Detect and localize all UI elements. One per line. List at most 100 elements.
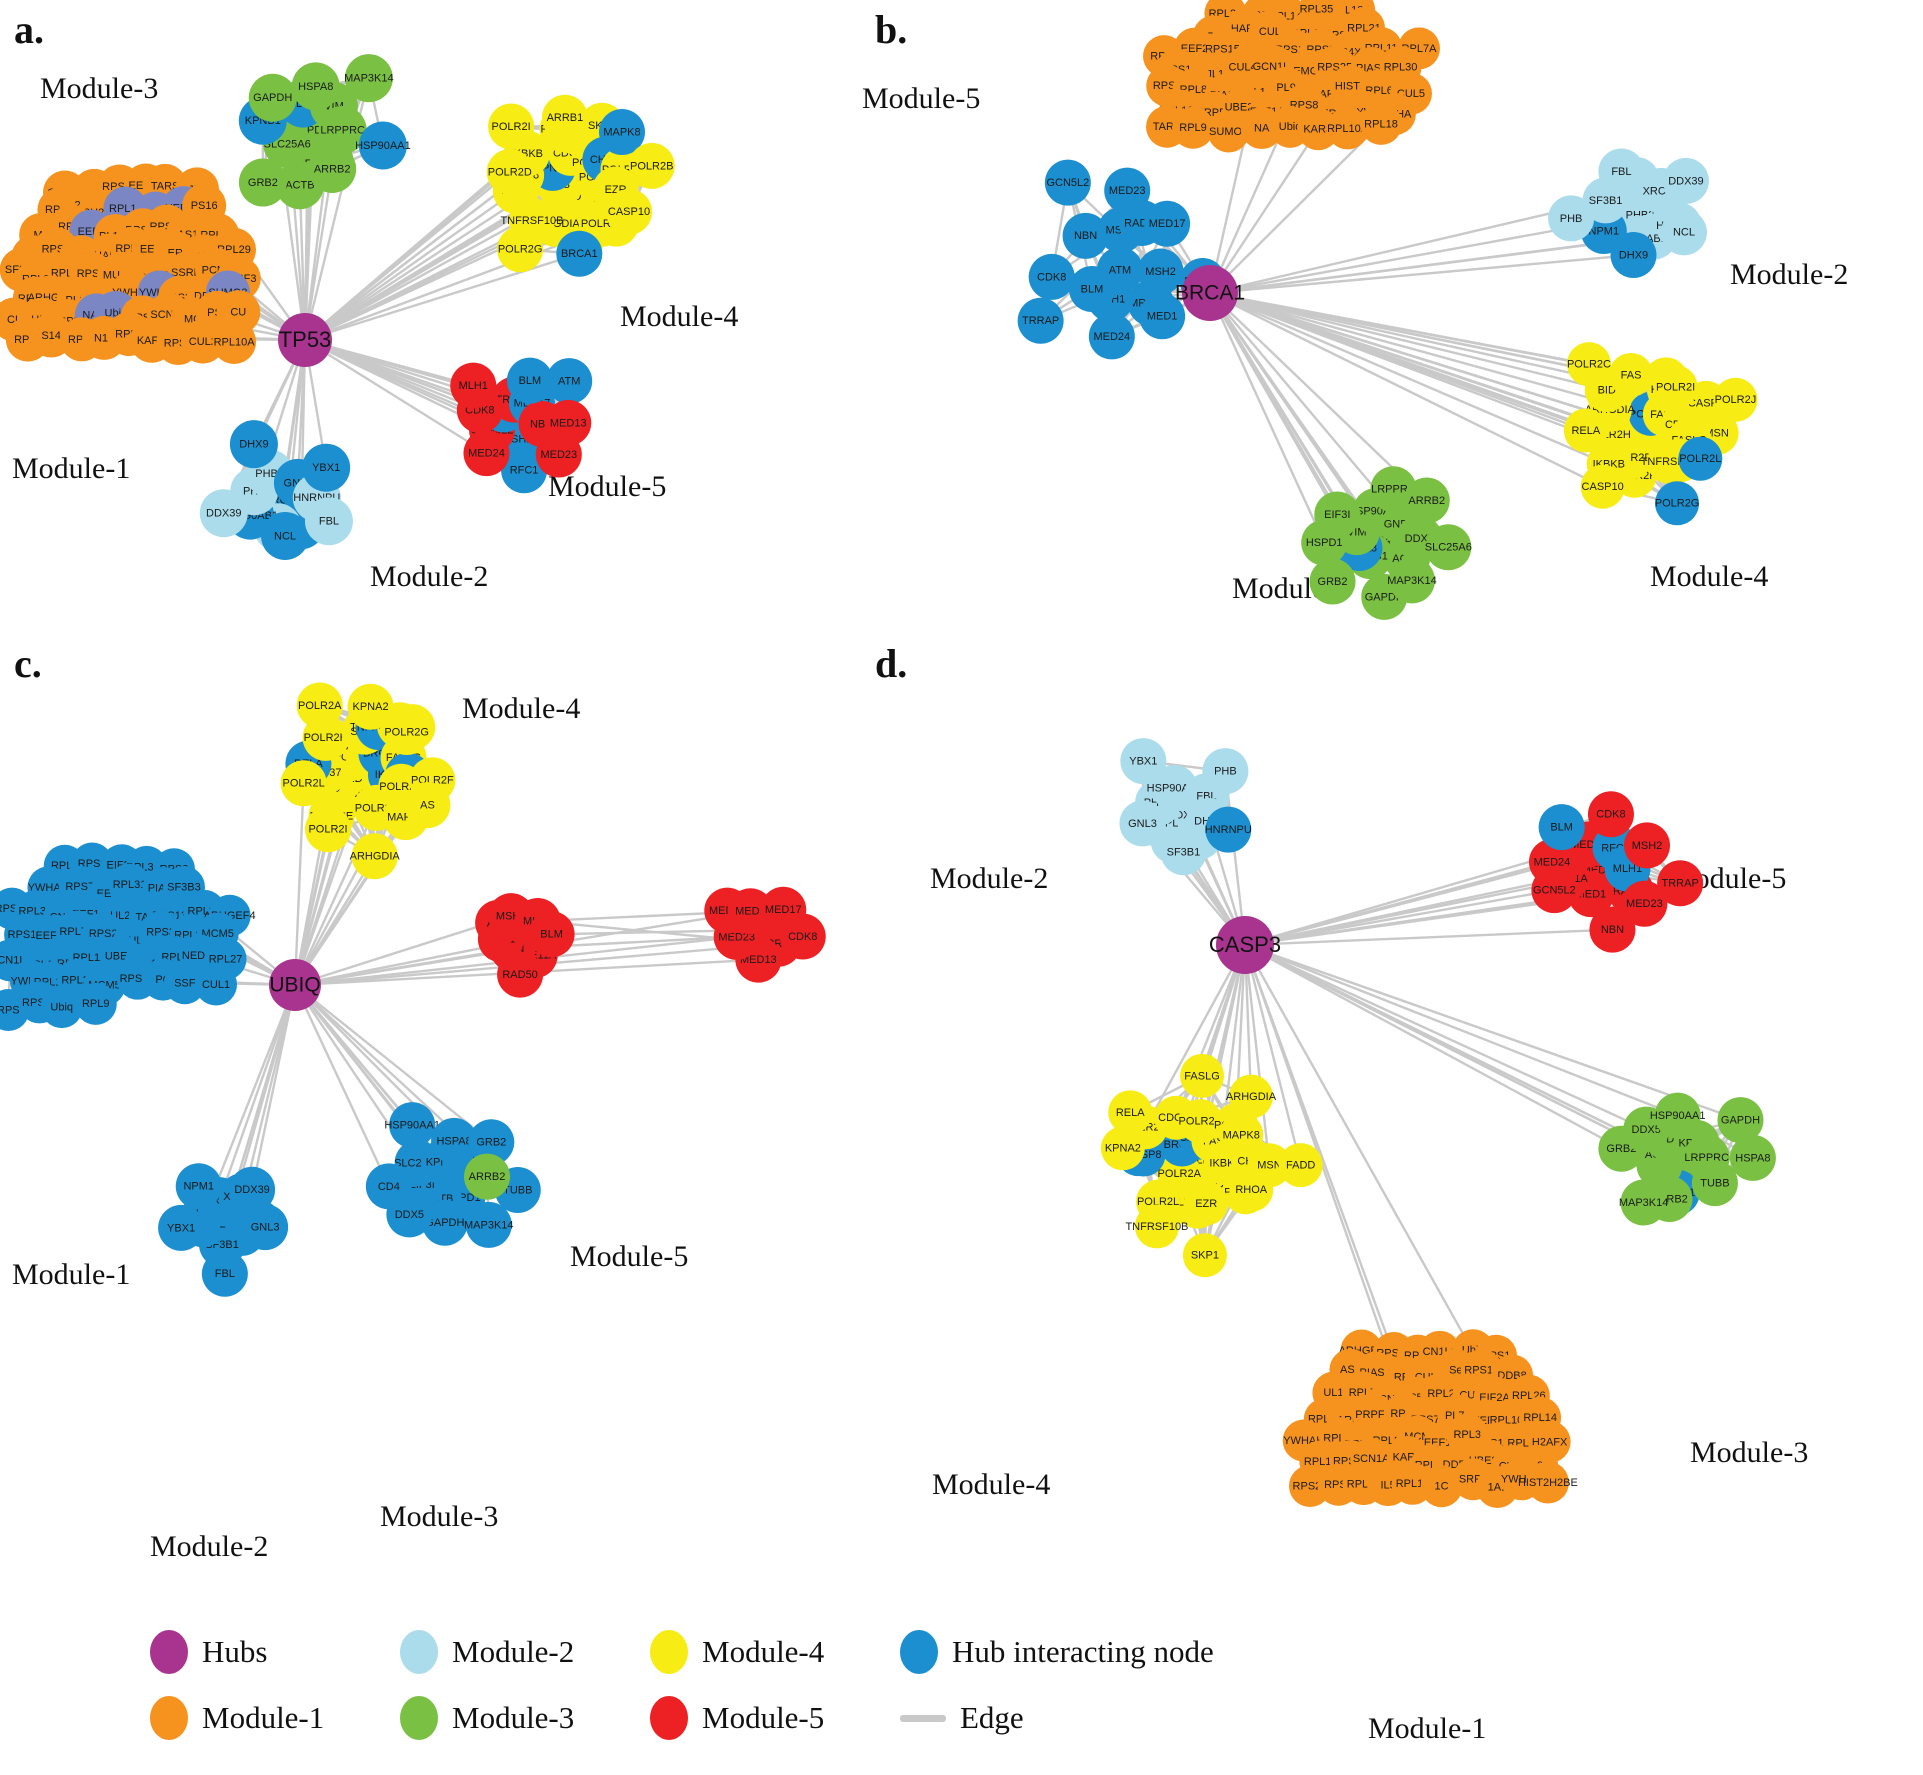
network-node[interactable]: POLR2A	[296, 682, 343, 729]
network-node[interactable]: POLR2I	[1653, 365, 1698, 410]
network-node[interactable]: POLR2D	[486, 148, 533, 195]
network-node[interactable]: RELA	[1563, 408, 1608, 453]
network-node[interactable]: GNL3	[242, 1204, 289, 1251]
network-node[interactable]: POLR2B	[628, 142, 675, 189]
panel-a-network: CD4HSPD1GNB2L1EIF3ISLC25A6TUBBDDX5VIMLRP…	[0, 54, 675, 560]
network-node[interactable]: POLR2G	[1655, 481, 1700, 526]
network-node[interactable]: GCN5L2	[1044, 159, 1091, 206]
network-node[interactable]: HSPA8	[1729, 1134, 1776, 1181]
hub-spoke	[1209, 199, 1606, 295]
network-node[interactable]: CDK8	[779, 913, 826, 960]
network-node[interactable]: CASP10	[1580, 464, 1625, 509]
legend-label-edge: Edge	[960, 1700, 1024, 1735]
network-node[interactable]: RELA	[1108, 1090, 1153, 1135]
panel-d-network: NCLDDX39NPM1XRCC6HNRNPLPHB2HSP90AB1FBLDH…	[1100, 738, 1776, 1509]
network-node[interactable]: GNL3	[1119, 800, 1166, 847]
network-node[interactable]: ARRB2	[308, 144, 357, 193]
network-node[interactable]: ARRB2	[1403, 477, 1450, 524]
network-node[interactable]: GRB2	[1309, 558, 1356, 605]
network-node[interactable]: RAD50	[497, 951, 544, 998]
legend-swatch-module5	[650, 1696, 688, 1740]
network-node[interactable]: DHX9	[1610, 232, 1657, 279]
hub-node[interactable]: UBIQ	[269, 959, 321, 1011]
network-node[interactable]: BLM	[1068, 266, 1115, 313]
network-node[interactable]: YBX1	[158, 1204, 205, 1251]
network-node[interactable]: NCL	[261, 511, 310, 560]
network-node[interactable]: MED24	[463, 430, 510, 477]
network-node[interactable]: NCL	[1660, 209, 1707, 256]
hub-spoke	[1244, 928, 1613, 947]
legend-swatch-hub-interacting-node	[900, 1630, 938, 1674]
network-node[interactable]: YBX1	[302, 443, 351, 492]
hub-label: TP53	[279, 327, 332, 352]
network-node[interactable]: MLH1	[450, 362, 497, 409]
network-node[interactable]: EZR	[1184, 1181, 1229, 1226]
network-node[interactable]: FBL	[201, 1250, 248, 1297]
hub-spoke	[1208, 292, 1326, 544]
network-node[interactable]: MED17	[1144, 200, 1191, 247]
network-node[interactable]: FBL	[1598, 148, 1645, 195]
network-node[interactable]: BLM	[1538, 804, 1585, 851]
network-node[interactable]: TUBB	[1691, 1160, 1738, 1207]
network-node[interactable]: BRCA1	[556, 230, 603, 277]
network-node[interactable]: RPL9	[74, 982, 117, 1025]
network-node[interactable]: YBX1	[1120, 738, 1167, 785]
network-node[interactable]: SF3B1	[1160, 829, 1207, 876]
network-node[interactable]: POLR2L	[1678, 436, 1723, 481]
network-node[interactable]: PHB	[1548, 195, 1595, 242]
network-node[interactable]: EIF3I	[1314, 491, 1361, 538]
network-node[interactable]: GRB2	[238, 158, 287, 207]
network-node[interactable]: SKP1	[1182, 1233, 1227, 1278]
network-node[interactable]: RPL10A	[212, 319, 257, 364]
network-node[interactable]: RPL18	[1360, 102, 1403, 145]
legend: Hubs Module-2 Module-4 Hub interacting n…	[150, 1630, 1400, 1762]
network-node[interactable]: POLR2C	[1567, 342, 1611, 387]
legend-item-module3: Module-3	[400, 1696, 650, 1740]
hub-node[interactable]: CASP3	[1209, 916, 1281, 974]
network-node[interactable]: DDX39	[199, 489, 248, 538]
network-node[interactable]: ARRB2	[464, 1153, 511, 1200]
network-node[interactable]: BLM	[506, 357, 553, 404]
network-node[interactable]: MED24	[1088, 313, 1135, 360]
network-node[interactable]: BLM	[528, 911, 575, 958]
network-node[interactable]: PHB	[1202, 748, 1249, 795]
network-node[interactable]: POLR2G	[497, 226, 544, 273]
network-node[interactable]: POLR2I	[488, 103, 535, 150]
network-node[interactable]: POLR2I	[305, 806, 352, 853]
panel-b-module2-label: Module-2	[1730, 258, 1849, 291]
network-node[interactable]: POLR2G	[383, 709, 430, 756]
network-node[interactable]: CDK8	[1028, 253, 1075, 300]
network-node[interactable]: RPL9	[1172, 106, 1215, 149]
network-node[interactable]: POLR2L	[280, 760, 327, 807]
network-node[interactable]: NPM1	[175, 1163, 222, 1210]
network-node[interactable]: ATM	[546, 358, 593, 405]
network-node[interactable]: DHX9	[229, 420, 278, 469]
panel-a-module3-label: Module-3	[40, 72, 159, 105]
network-node[interactable]: MED23	[1621, 880, 1668, 927]
network-node[interactable]: CDK8	[1587, 791, 1634, 838]
network-node[interactable]: POLR2J	[1713, 377, 1758, 422]
network-node[interactable]: AS	[404, 782, 451, 829]
network-node[interactable]: ARRB1	[541, 94, 588, 141]
network-node[interactable]: CUL1	[195, 963, 238, 1006]
legend-swatch-module2	[400, 1630, 438, 1674]
panel-b-module5-label: Module-5	[862, 82, 981, 115]
network-node[interactable]: CASP10	[605, 188, 652, 235]
network-node[interactable]: MED23	[535, 431, 582, 478]
network-node[interactable]: TRRAP	[1017, 297, 1064, 344]
legend-label-module5: Module-5	[702, 1700, 825, 1735]
network-node[interactable]: HSPA8	[291, 62, 340, 111]
network-node[interactable]: MED23	[1104, 167, 1151, 214]
network-node[interactable]: MSH2	[1623, 822, 1670, 869]
network-node[interactable]: FASLG	[1180, 1053, 1225, 1098]
network-node[interactable]: CD4	[365, 1163, 412, 1210]
network-node[interactable]: RHOA	[1229, 1167, 1274, 1212]
network-node[interactable]: FADD	[1278, 1143, 1323, 1188]
network-node[interactable]: GAPDH	[248, 73, 297, 122]
network-node[interactable]: DDX39	[1662, 157, 1709, 204]
hub-node[interactable]: TP53	[278, 313, 332, 367]
panel-d-module3-label: Module-3	[1690, 1436, 1809, 1469]
network-node[interactable]: FBL	[304, 497, 353, 546]
hub-node[interactable]: BRCA1	[1175, 265, 1245, 321]
hub-spoke	[1244, 943, 1679, 1117]
